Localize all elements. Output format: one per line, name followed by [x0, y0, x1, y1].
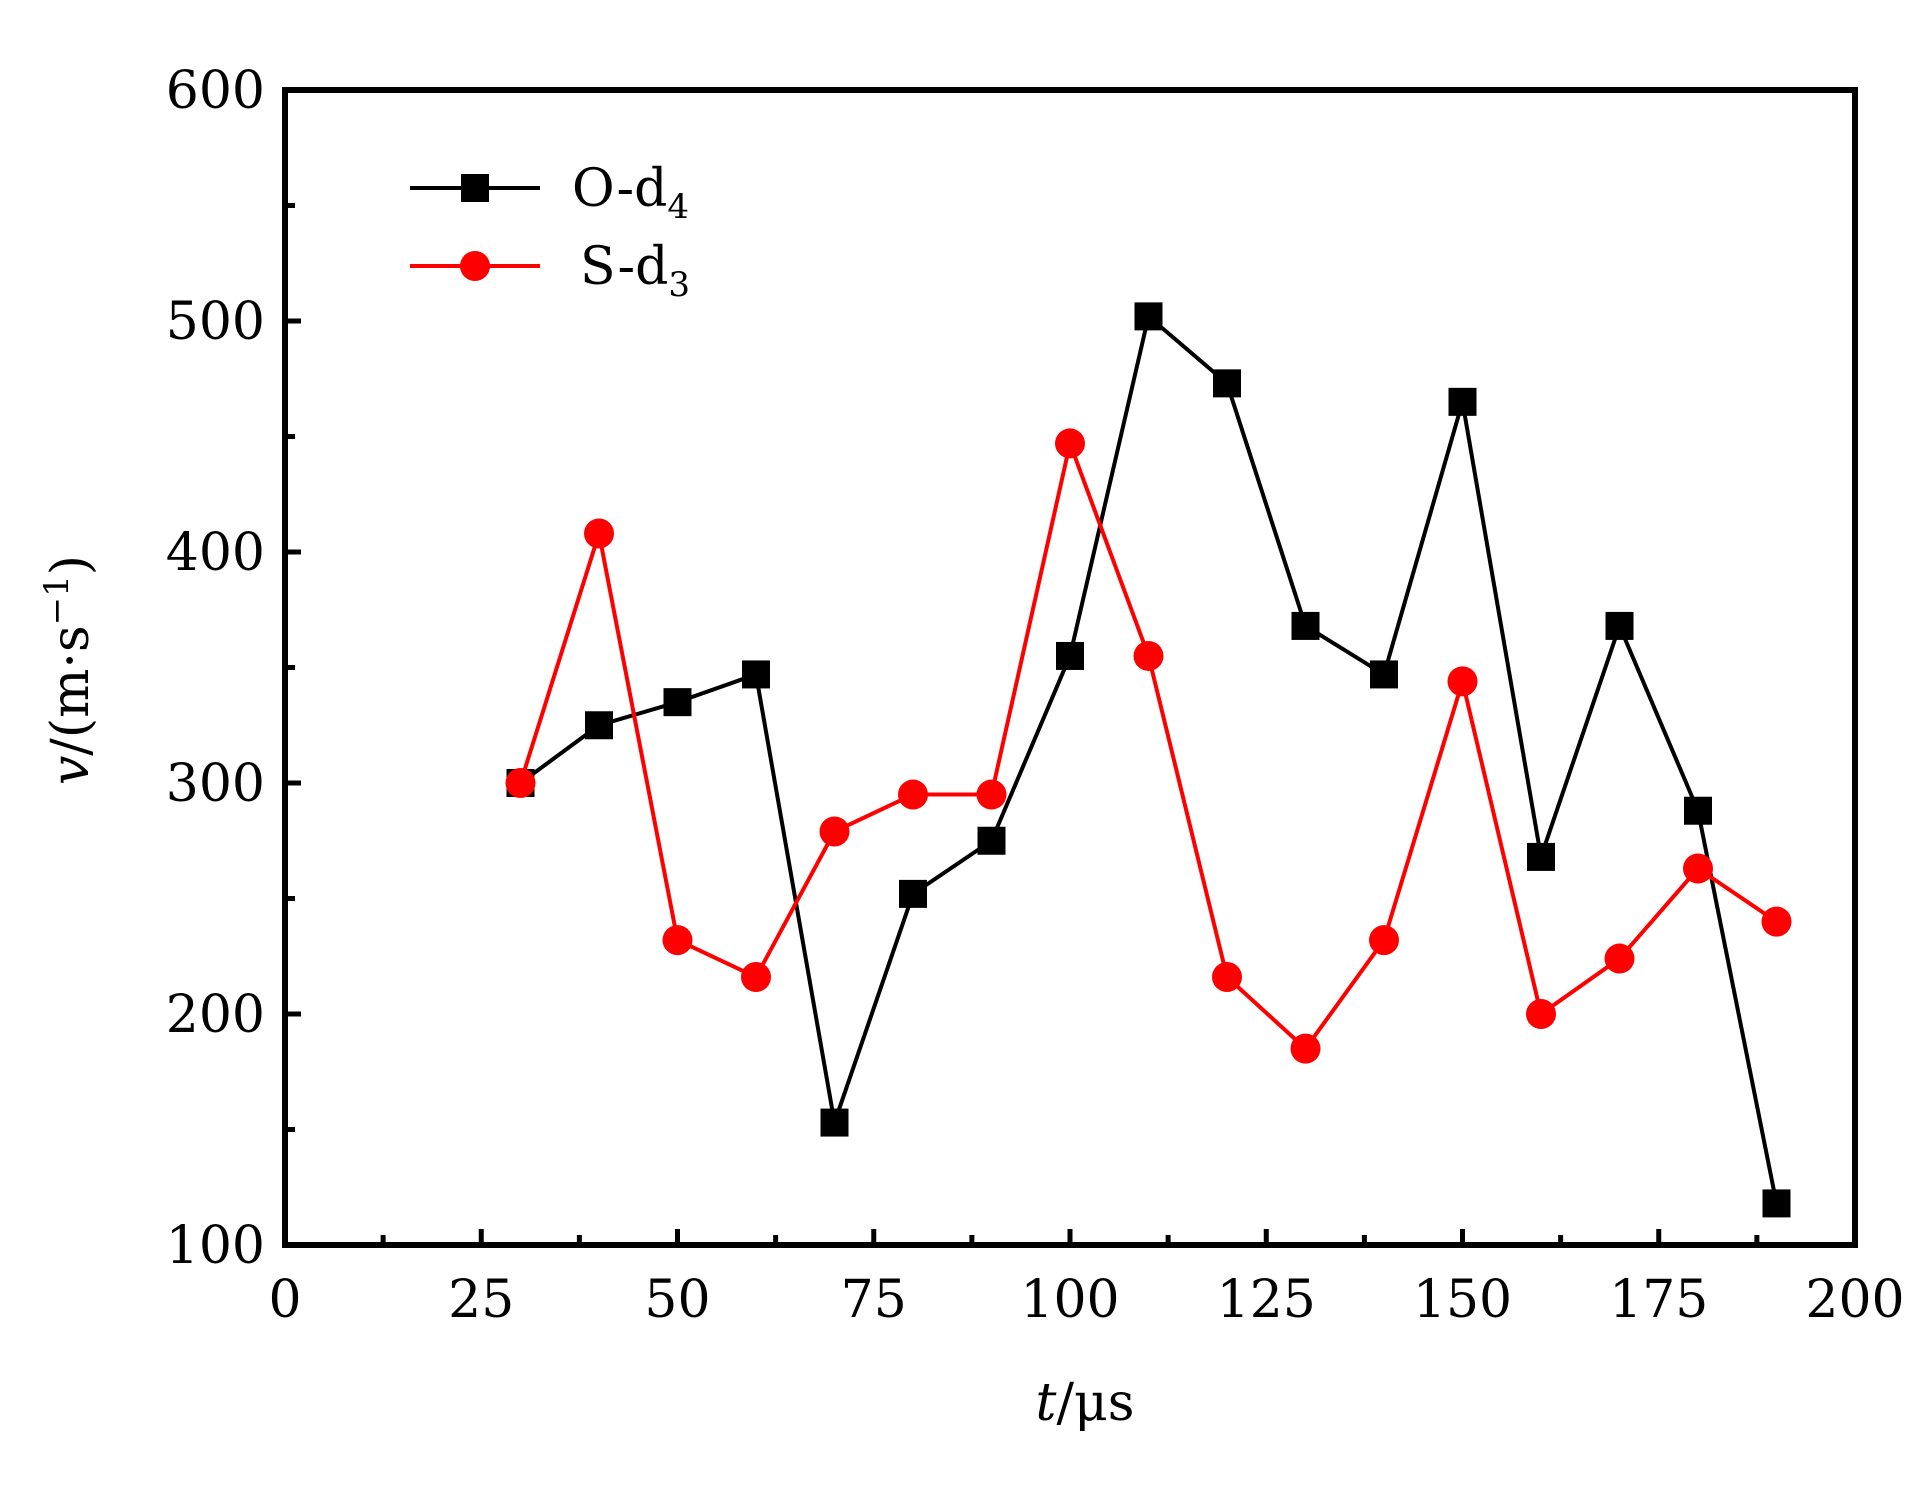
data-point: [663, 688, 692, 717]
data-point: [1213, 369, 1241, 398]
data-point: [820, 1108, 849, 1137]
legend-name-s-d3: S-d: [580, 237, 668, 297]
data-point: [1684, 796, 1712, 825]
legend-sub-s-d3: 3: [668, 265, 690, 305]
data-point: [742, 660, 770, 689]
data-point: [1683, 853, 1713, 884]
legend-sub-o-d4: 4: [667, 187, 689, 227]
data-point: [1055, 428, 1085, 459]
data-point: [1604, 943, 1635, 974]
data-point: [1133, 640, 1164, 671]
series-line: [518, 441, 1778, 1051]
series-2: [505, 428, 1792, 1064]
data-point: [662, 925, 693, 956]
data-point: [1448, 387, 1477, 416]
data-point: [899, 879, 927, 908]
y-axis-close: ): [41, 555, 101, 575]
y-tick-label: 500: [166, 292, 265, 352]
data-point: [584, 518, 614, 549]
y-tick-label: 400: [166, 523, 265, 583]
x-tick-label: 200: [1805, 1270, 1904, 1330]
x-axis-label: t/μs: [1036, 1373, 1135, 1433]
y-axis-var: v: [41, 756, 101, 785]
y-axis-label: v/(m·s−1): [37, 555, 101, 785]
x-tick-label: 175: [1609, 1270, 1708, 1330]
data-point: [1605, 611, 1634, 640]
data-point: [898, 779, 928, 810]
data-point: [1291, 611, 1320, 640]
legend: O-d4 S-d3: [410, 159, 690, 305]
y-tick-label: 100: [166, 1216, 265, 1276]
data-point: [1290, 1033, 1321, 1064]
y-tick-label: 300: [166, 754, 265, 814]
data-point: [1056, 641, 1084, 670]
y-axis-unit: /(m·s: [41, 625, 101, 755]
legend-marker-s-d3: [460, 251, 490, 281]
x-tick-label: 25: [448, 1270, 514, 1330]
y-tick-label: 200: [166, 985, 265, 1045]
plot-frame: [282, 87, 1858, 1248]
data-point: [1369, 925, 1399, 956]
data-point: [1527, 842, 1555, 871]
y-axis-exp: −1: [37, 575, 77, 625]
x-axis-unit: /μs: [1056, 1373, 1134, 1433]
x-tick-label: 150: [1413, 1270, 1512, 1330]
x-axis-var: t: [1036, 1373, 1057, 1433]
data-point: [1447, 666, 1478, 697]
data-point: [976, 779, 1007, 810]
tick-labels: 0 25 50 75 100 125 150 175 200 100 200 300 400 500 600: [166, 61, 1905, 1330]
data-point: [1212, 962, 1242, 993]
x-tick-label: 100: [1020, 1270, 1119, 1330]
data-point: [1762, 1189, 1791, 1218]
series-1: [506, 302, 1791, 1218]
data-point: [1526, 999, 1556, 1029]
legend-label-s-d3: S-d3: [580, 237, 690, 305]
data-point: [505, 768, 536, 798]
legend-name-o-d4: O-d: [572, 159, 667, 219]
data-point: [977, 826, 1006, 855]
legend-label-o-d4: O-d4: [572, 159, 689, 227]
x-tick-label: 125: [1217, 1270, 1316, 1330]
legend-marker-o-d4: [461, 174, 489, 202]
series-layer: [505, 302, 1792, 1218]
data-point: [1134, 302, 1163, 331]
x-tick-label: 50: [644, 1270, 710, 1330]
data-point: [741, 962, 771, 993]
series-line: [519, 314, 1779, 1204]
data-point: [1761, 906, 1792, 937]
y-tick-label: 600: [166, 61, 265, 121]
x-tick-label: 0: [268, 1270, 301, 1330]
data-point: [585, 711, 613, 740]
data-point: [819, 816, 850, 847]
data-point: [1370, 660, 1398, 689]
x-tick-label: 75: [841, 1270, 907, 1330]
